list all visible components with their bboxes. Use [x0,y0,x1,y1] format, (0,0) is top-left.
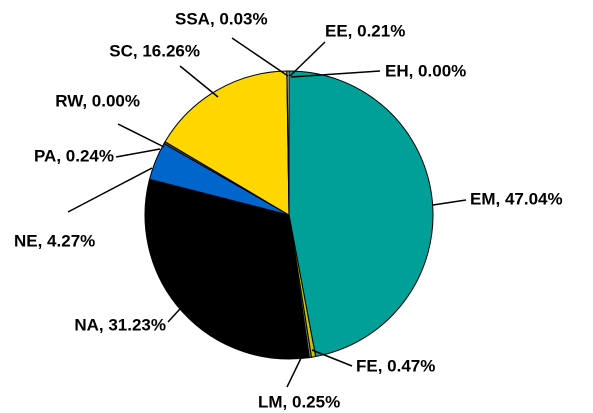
leader-line [115,148,161,158]
slice-label: EE, 0.21% [325,21,405,40]
pie-slice [144,178,310,360]
slice-label: FE, 0.47% [356,356,435,375]
leader-line [286,351,305,388]
leader-line [432,199,467,206]
pie-slice [164,70,290,216]
slice-label: EM, 47.04% [470,189,563,208]
slice-label: NE, 4.27% [14,231,95,250]
slice-label: SC, 16.26% [109,41,200,60]
leader-line [290,70,381,78]
leader-line [167,297,191,323]
slice-label: PA, 0.24% [34,146,114,165]
leader-line [179,65,219,98]
leader-line [231,37,289,77]
pie-slice [288,70,434,358]
slice-label: EH, 0.00% [385,61,466,80]
slice-label: NA, 31.23% [74,315,166,334]
leader-line [67,167,153,213]
leader-line [289,41,326,77]
leader-line [311,349,353,367]
leader-line [117,123,165,148]
slice-label: RW, 0.00% [55,91,140,110]
slice-label: LM, 0.25% [258,392,340,411]
slice-label: SSA, 0.03% [175,9,268,28]
